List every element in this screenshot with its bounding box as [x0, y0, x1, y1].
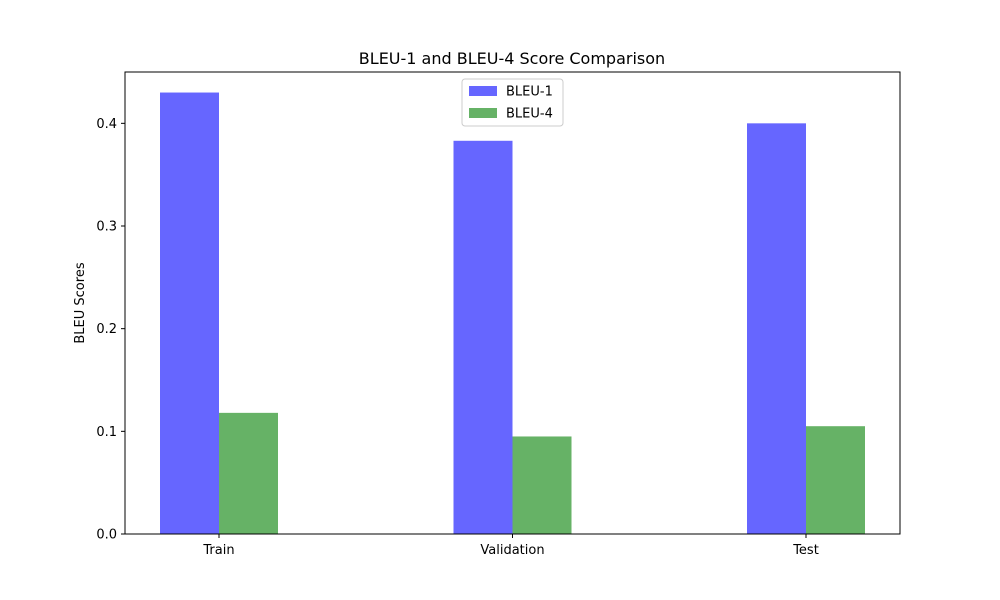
bar-bleu-1-train [160, 92, 219, 535]
legend-label-bleu-1: BLEU-1 [506, 85, 553, 100]
y-tick-label: 0.1 [96, 425, 117, 440]
x-tick-label: Test [792, 543, 819, 558]
y-tick-label: 0.2 [96, 322, 117, 337]
bar-bleu-4-test [806, 426, 865, 534]
chart-title: BLEU-1 and BLEU-4 Score Comparison [359, 49, 665, 68]
y-tick-label: 0.0 [96, 528, 117, 543]
bar-bleu-1-validation [453, 140, 513, 534]
bar-bleu-4-validation [512, 436, 572, 534]
y-tick-label: 0.3 [96, 220, 117, 235]
bar-bleu-4-train [219, 412, 278, 534]
y-axis-label: BLEU Scores [73, 262, 88, 343]
x-tick-label: Validation [480, 543, 544, 558]
y-tick-label: 0.4 [96, 117, 117, 132]
legend-label-bleu-4: BLEU-4 [506, 107, 553, 122]
legend-swatch-bleu-1 [469, 86, 497, 96]
bar-bleu-1-test [747, 123, 806, 534]
plot-area: Train Validation Test 0.0 0.1 0.2 0.3 0.4 [96, 71, 901, 558]
x-tick-label: Train [202, 543, 234, 558]
legend-swatch-bleu-4 [469, 108, 497, 118]
legend: BLEU-1 BLEU-4 [461, 78, 564, 127]
